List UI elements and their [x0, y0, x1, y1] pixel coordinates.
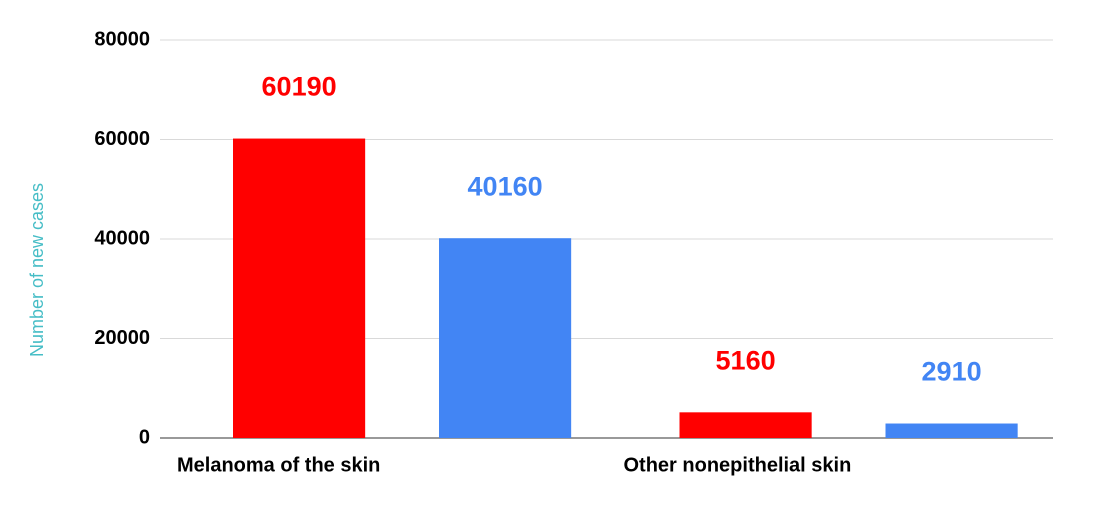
value-label: 40160: [468, 171, 543, 201]
value-label: 5160: [716, 345, 776, 375]
x-tick-label: Melanoma of the skin: [177, 454, 380, 476]
bar: [439, 238, 572, 438]
y-tick-label: 80000: [94, 28, 150, 50]
y-tick-label: 0: [139, 426, 150, 448]
bar: [679, 412, 812, 438]
bar: [885, 423, 1018, 438]
value-label: 2910: [922, 357, 982, 387]
value-label: 60190: [262, 72, 337, 102]
y-tick-label: 40000: [94, 227, 150, 249]
y-tick-label: 20000: [94, 327, 150, 349]
y-axis-title: Number of new cases: [27, 183, 47, 357]
bar: [233, 138, 366, 438]
x-tick-label: Other nonepithelial skin: [624, 454, 852, 476]
y-tick-label: 60000: [94, 128, 150, 150]
